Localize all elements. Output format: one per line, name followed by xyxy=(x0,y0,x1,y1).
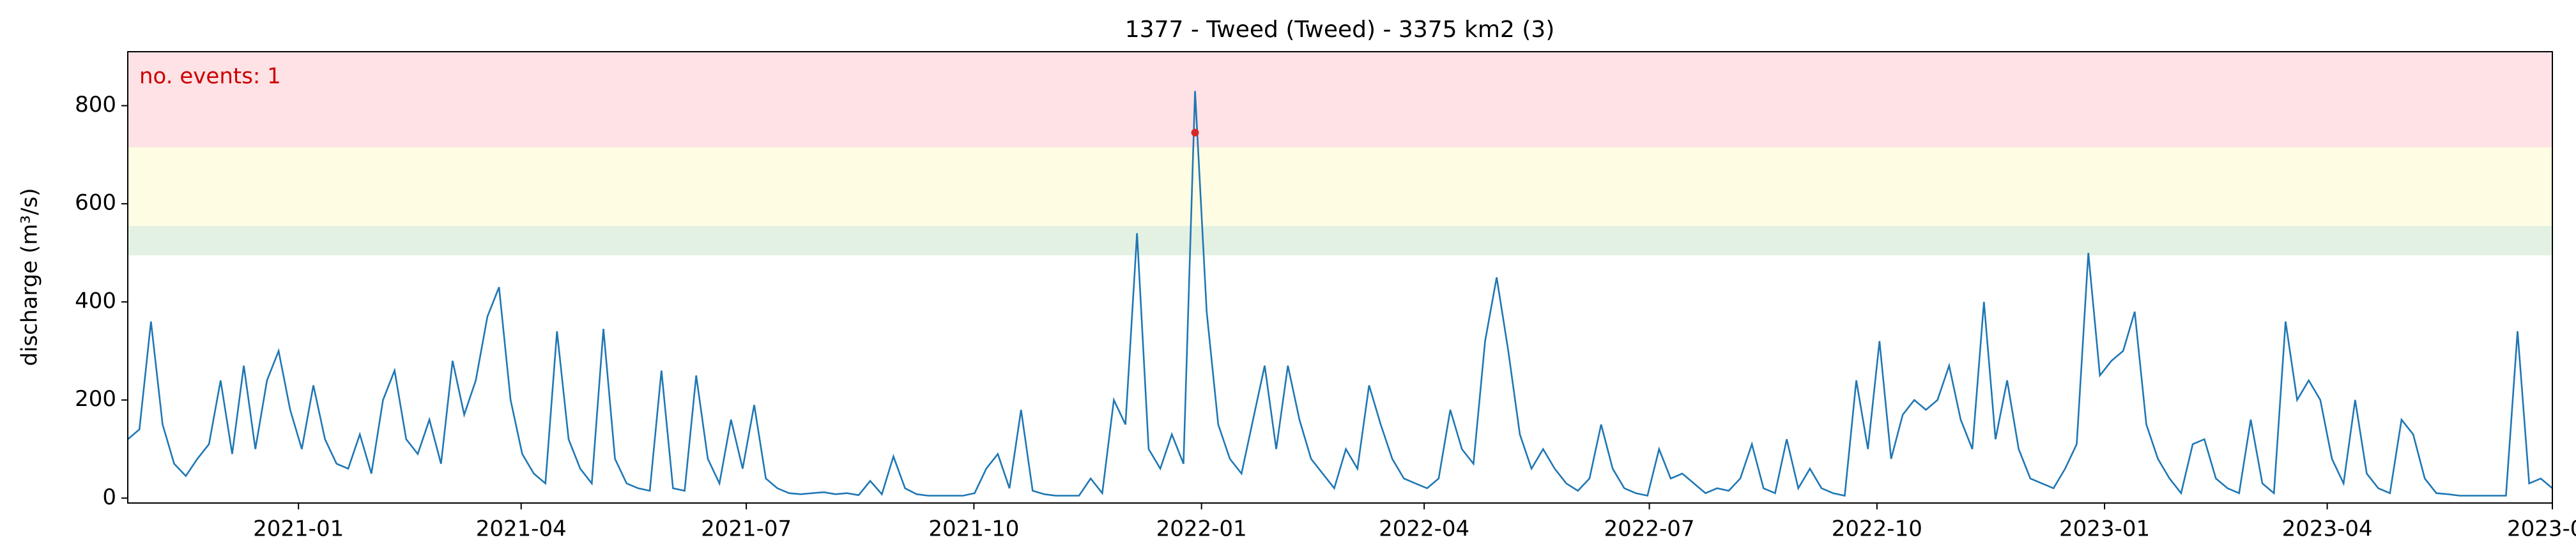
y-axis-label: discharge (m³/s) xyxy=(17,188,43,366)
x-tick-label: 2021-04 xyxy=(476,516,567,542)
x-tick-label: 2022-10 xyxy=(1832,516,1922,542)
x-tick-label: 2023-04 xyxy=(2282,516,2373,542)
x-tick-label: 2022-01 xyxy=(1156,516,1247,542)
x-tick-label: 2021-01 xyxy=(253,516,344,542)
annotation: no. events: 1 xyxy=(139,64,281,89)
x-tick-label: 2021-10 xyxy=(928,516,1019,542)
event-marker xyxy=(1191,128,1199,137)
plot-frame xyxy=(127,51,2553,504)
x-tick-label: 2023-07 xyxy=(2507,516,2576,542)
y-tick-label: 200 xyxy=(75,386,116,412)
y-tick-label: 400 xyxy=(75,288,116,313)
threshold-band xyxy=(128,147,2552,226)
x-tick-label: 2023-01 xyxy=(2059,516,2150,542)
threshold-band xyxy=(128,225,2552,255)
x-tick-label: 2021-07 xyxy=(701,516,792,542)
y-tick-label: 600 xyxy=(75,190,116,216)
threshold-band xyxy=(128,52,2552,147)
y-tick-label: 0 xyxy=(102,485,116,510)
discharge-line xyxy=(127,91,2553,497)
chart-title: 1377 - Tweed (Tweed) - 3375 km2 (3) xyxy=(1125,17,1554,43)
y-tick-label: 800 xyxy=(75,92,116,117)
x-tick-label: 2022-04 xyxy=(1379,516,1469,542)
x-tick-label: 2022-07 xyxy=(1604,516,1695,542)
